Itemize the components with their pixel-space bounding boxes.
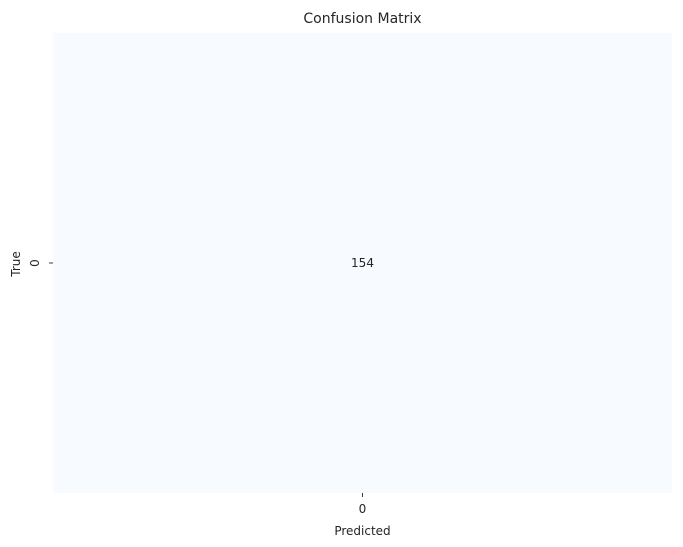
x-tick-label: 0 — [359, 502, 367, 516]
y-axis-ticks: 0 — [28, 259, 53, 267]
y-axis-label: True — [9, 251, 23, 278]
cell-value-label: 154 — [351, 256, 374, 270]
y-tick-label: 0 — [28, 259, 42, 267]
chart-title: Confusion Matrix — [303, 11, 421, 27]
x-axis-ticks: 0 — [359, 493, 367, 516]
heatmap-cell — [53, 33, 672, 493]
x-axis-label: Predicted — [334, 524, 390, 538]
heatmap-cells — [53, 33, 672, 493]
heatmap-annotations: 154 — [351, 256, 374, 270]
